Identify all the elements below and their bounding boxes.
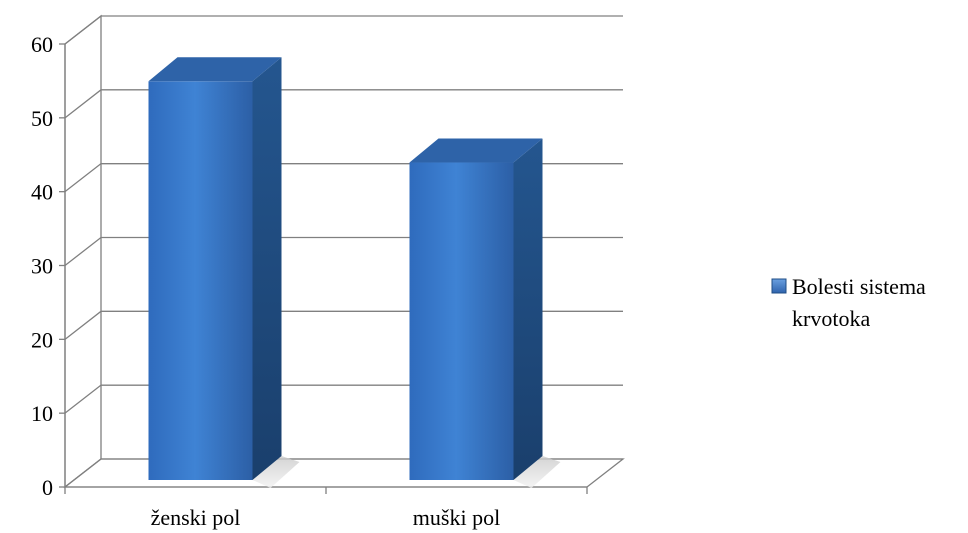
- legend-label-line-2: krvotoka: [792, 306, 870, 331]
- gridline: [64, 89, 623, 119]
- bar: [409, 138, 561, 488]
- gridline: [64, 15, 623, 45]
- bar-shadow: [252, 456, 300, 488]
- y-tick-label: 30: [31, 254, 53, 279]
- legend-label-line-1: Bolesti sistema: [792, 274, 926, 299]
- y-tick-label: 0: [42, 475, 53, 500]
- x-axis-labels: ženski pol muški pol: [151, 505, 501, 530]
- bar-top: [148, 57, 282, 82]
- bar-front: [409, 162, 514, 480]
- bar: [148, 57, 300, 488]
- bars: [148, 57, 561, 488]
- y-tick-label: 20: [31, 327, 53, 352]
- y-tick-label: 50: [31, 106, 53, 131]
- x-category-label: ženski pol: [151, 505, 241, 530]
- x-category-label: muški pol: [413, 505, 500, 530]
- bar-side: [252, 57, 282, 481]
- bar-side: [513, 138, 543, 480]
- legend-swatch-bolesti: [771, 278, 787, 294]
- y-tick-label: 10: [31, 401, 53, 426]
- y-tick-label: 40: [31, 180, 53, 205]
- bar-front: [148, 81, 253, 481]
- bar-top: [409, 138, 543, 163]
- bar-shadow: [513, 456, 561, 488]
- legend: Bolesti sistema krvotoka: [771, 274, 926, 331]
- y-tick-label: 60: [31, 32, 53, 57]
- y-axis-ticks: 0 10 20 30 40 50 60: [31, 32, 588, 500]
